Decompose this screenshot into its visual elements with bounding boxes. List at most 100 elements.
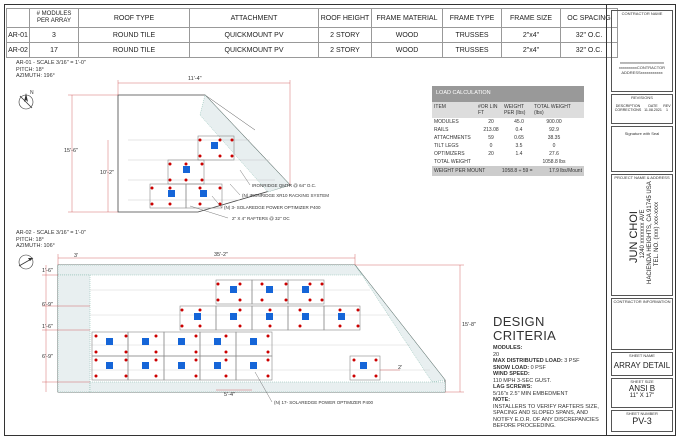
ar02-dim-top: 35'-2" bbox=[214, 252, 229, 258]
revision-cell: 1 bbox=[666, 108, 668, 112]
ar02-title: AR-02 - SCALE 3/16" = 1'-0" bbox=[16, 230, 86, 236]
table-cell: 2"x4" bbox=[501, 42, 561, 58]
contractor-line: xxxxxxxxxxxxxxxxxxxxxx bbox=[620, 60, 664, 65]
ar01-callout: 2" X 4" RAFTERS @ 32" OC bbox=[232, 216, 290, 221]
revision-cell: 11.08.2021 bbox=[644, 108, 662, 112]
wpm-result: 17.9 lbs/Mount bbox=[549, 168, 582, 174]
table-cell: 0.65 bbox=[514, 135, 524, 141]
table-cell: 900.00 bbox=[546, 119, 562, 125]
sheet-size: ANSI B bbox=[628, 384, 656, 393]
revision-header-row: DESCRIPTION DATE REV bbox=[612, 104, 672, 108]
load-col-header: #OR LIN FT bbox=[478, 104, 498, 116]
ar02-dim-left: 6'-9" bbox=[42, 354, 53, 360]
wpm-label: WEIGHT PER MOUNT bbox=[434, 168, 486, 174]
ar01-callout: IRONRIDGE QMTR @ 64" O.C. bbox=[252, 183, 317, 188]
table-header-row: # MODULES PER ARRAY ROOF TYPE ATTACHMENT… bbox=[6, 8, 618, 28]
mdl-value: 3 PSF bbox=[564, 358, 580, 364]
ar01-title: AR-01 - SCALE 3/16" = 1'-0" bbox=[16, 60, 86, 66]
revision-col: REV bbox=[663, 104, 671, 108]
title-block: CONTRACTOR NAME xxxxxxxxxxxxxxxxxxxxxx x… bbox=[606, 4, 677, 436]
table-cell: WOOD bbox=[371, 42, 443, 58]
table-row: MODULES 20 45.0 900.00 bbox=[432, 118, 584, 126]
table-row: OPTIMIZERS 20 1.4 27.6 bbox=[432, 150, 584, 158]
ar02-azimuth: AZIMUTH: 106° bbox=[16, 243, 55, 249]
project-tel: TEL. NO. (xxx) xxx-xxxx bbox=[654, 201, 660, 267]
revisions-label: REVISIONS bbox=[631, 95, 653, 100]
table-cell: 59 bbox=[488, 135, 494, 141]
ar02-dim-left: 6'-9" bbox=[42, 302, 53, 308]
signature-box: Signature with Seal bbox=[611, 126, 673, 172]
table-cell: 1058.8 lbs bbox=[542, 159, 566, 165]
table-cell: 92.9 bbox=[549, 127, 559, 133]
modules-value: 20 bbox=[493, 351, 500, 358]
ar01-azimuth: AZIMUTH: 196° bbox=[16, 73, 55, 79]
table-cell: TOTAL WEIGHT bbox=[434, 159, 471, 165]
drawing-sheet bbox=[4, 4, 676, 436]
revision-col: DESCRIPTION bbox=[615, 104, 641, 108]
project-label: PROJECT NAME & ADDRESS bbox=[614, 175, 670, 180]
mdl-label: MAX DISTRIBUTED LOAD: bbox=[493, 358, 563, 364]
north-arrow-icon bbox=[18, 254, 34, 270]
ar02-pitch: PITCH: 18° bbox=[16, 236, 44, 243]
table-cell: 27.6 bbox=[549, 151, 559, 157]
table-cell: 0.4 bbox=[515, 127, 523, 133]
table-cell: QUICKMOUNT PV bbox=[189, 42, 319, 58]
svg-text:N: N bbox=[30, 90, 34, 96]
table-cell: MODULES bbox=[434, 119, 459, 125]
owner-name: JUN CHOI bbox=[628, 211, 640, 263]
contractor-line: xxxxxxxxxCONTRACTOR bbox=[618, 65, 666, 70]
ar02-callout: (N) 17- SOLAREDGE POWER OPTIMIZER P400 bbox=[274, 400, 374, 405]
revision-row: CORRECTIONS 11.08.2021 1 bbox=[612, 108, 672, 112]
table-cell: ROUND TILE bbox=[78, 42, 190, 58]
snow-label: SNOW LOAD: bbox=[493, 364, 530, 371]
table-cell: 3.5 bbox=[515, 143, 523, 149]
table-cell: 1.4 bbox=[515, 151, 523, 157]
table-cell: 213.08 bbox=[483, 127, 499, 133]
sheet-name-label: SHEET NAME bbox=[629, 353, 655, 358]
contractor-name-label: CONTRACTOR NAME bbox=[621, 11, 663, 16]
wpm-value: 1058.8 ÷ 59 = bbox=[501, 168, 533, 174]
load-calc-title: LOAD CALCULATION bbox=[432, 86, 584, 102]
lag-value: 5/16"x 2.5" MIN EMBEDMENT bbox=[493, 390, 568, 397]
sheet-number-box: SHEET NUMBER PV-3 bbox=[611, 410, 673, 432]
project-address-1: 1240 xxxxxxx AVE bbox=[640, 209, 646, 259]
sheet-number: PV-3 bbox=[632, 416, 652, 426]
design-criteria-title: DESIGN CRITERIA bbox=[493, 314, 557, 343]
ar01-callout: (N) IRONRIDGE XR10 RACKING SYSTEM bbox=[242, 193, 330, 198]
table-cell: 20 bbox=[488, 151, 494, 157]
note-value: INSTALLERS TO VERIFY RAFTERS SIZE, SPACI… bbox=[493, 403, 599, 430]
ar02-dim-bottom: 5'-4" bbox=[224, 392, 235, 398]
revisions-box: REVISIONS DESCRIPTION DATE REV CORRECTIONS… bbox=[611, 94, 673, 124]
project-box: PROJECT NAME & ADDRESS JUN CHOI 1240 xxx… bbox=[611, 174, 673, 296]
sheet-size-box: SHEET SIZE ANSI B 11" X 17" bbox=[611, 378, 673, 408]
ar02-dim-right: 15'-8" bbox=[462, 322, 477, 328]
table-cell: 0 bbox=[552, 143, 556, 149]
table-cell: 0 bbox=[489, 143, 493, 149]
load-col-header: WEIGHT PER (lbs) bbox=[504, 104, 526, 116]
sheet-size-label: SHEET SIZE bbox=[630, 379, 654, 384]
ar01-dim-left: 15'-6" bbox=[64, 148, 79, 154]
project-address-2: HACIENDA HEIGHTS, CA 91745 USA bbox=[647, 181, 653, 284]
table-cell: 32" O.C. bbox=[560, 42, 618, 58]
ar01-pitch: PITCH: 18° bbox=[16, 66, 44, 73]
wind-value: 110 MPH 3-SEC GUST. bbox=[493, 377, 551, 384]
ar01-dim-inner: 10'-2" bbox=[100, 170, 115, 176]
ar02-dim-3: 3' bbox=[74, 253, 79, 259]
note-label: NOTE: bbox=[493, 397, 511, 403]
ar02-dim-small: 2' bbox=[398, 365, 403, 371]
sheet-name: ARRAY DETAIL bbox=[613, 361, 671, 370]
ar02-dim-left: 1'-6" bbox=[42, 268, 53, 274]
weight-per-mount-row: WEIGHT PER MOUNT 1058.8 ÷ 59 = 17.9 lbs/… bbox=[432, 166, 584, 176]
north-arrow-icon: N bbox=[18, 90, 34, 110]
table-cell: RAILS bbox=[434, 127, 449, 133]
ar01-callout: (N) 3- SOLAREDGE POWER OPTIMIZER P400 bbox=[224, 205, 321, 210]
ar01-dim-top: 11'-4" bbox=[188, 76, 202, 82]
table-cell: TILT LEGS bbox=[434, 143, 459, 149]
table-cell: OPTIMIZERS bbox=[434, 151, 465, 157]
table-row: AR-02 17 ROUND TILE QUICKMOUNT PV 2 STOR… bbox=[6, 42, 618, 58]
sheet-dims: 11" X 17" bbox=[629, 393, 655, 399]
load-calculation-table: LOAD CALCULATION ITEM #OR LIN FT WEIGHT … bbox=[432, 86, 584, 176]
revision-cell: CORRECTIONS bbox=[614, 108, 642, 112]
modules-label: MODULES: bbox=[493, 345, 523, 351]
